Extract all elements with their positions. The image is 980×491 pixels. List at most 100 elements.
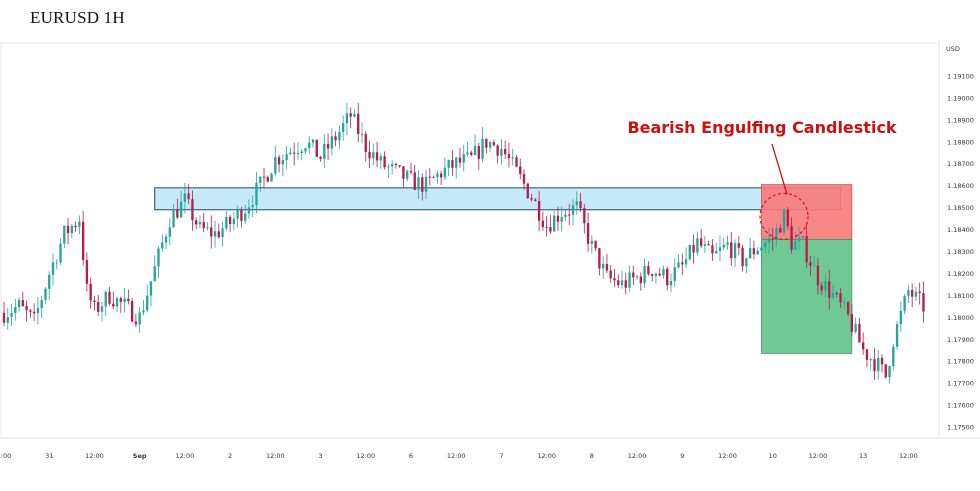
candle-bearish xyxy=(112,303,115,307)
candle-bullish xyxy=(560,216,563,222)
candle-bearish xyxy=(66,225,70,234)
x-tick-label: 12:00 xyxy=(85,452,104,460)
x-tick-label: 12:00 xyxy=(447,452,466,460)
candle-bearish xyxy=(394,163,398,166)
candle-bullish xyxy=(745,258,748,267)
candle-bearish xyxy=(846,302,850,315)
candle-bullish xyxy=(462,154,465,163)
candle-bullish xyxy=(70,225,73,234)
candle-bearish xyxy=(383,156,386,168)
candle-bearish xyxy=(315,139,318,157)
candle-bearish xyxy=(375,152,379,161)
candle-bearish xyxy=(432,176,435,178)
candle-bullish xyxy=(854,323,857,332)
candle-bearish xyxy=(873,359,876,372)
candle-bearish xyxy=(850,314,854,332)
candle-bearish xyxy=(266,177,269,182)
y-axis: USD 1.19100 1.19000 1.18900 1.18800 1.18700 1… xyxy=(946,45,974,432)
x-tick-label: 12:00 xyxy=(356,452,375,460)
candle-bearish xyxy=(108,291,111,304)
candle-bullish xyxy=(146,295,149,311)
candle-bullish xyxy=(296,153,300,155)
candle-bullish xyxy=(255,182,258,205)
candle-bullish xyxy=(285,154,288,160)
candle-bearish xyxy=(25,306,28,311)
candle-bearish xyxy=(470,152,473,155)
candle-bearish xyxy=(522,174,526,184)
candle-bearish xyxy=(187,193,190,200)
candle-bearish xyxy=(334,136,337,141)
candle-bullish xyxy=(443,167,447,178)
candle-bearish xyxy=(805,235,808,263)
candle-bearish xyxy=(74,225,77,227)
y-tick-label: 1.18000 xyxy=(947,314,974,322)
candle-bullish xyxy=(601,263,605,269)
y-tick-label: 1.18100 xyxy=(947,292,974,300)
candle-bearish xyxy=(730,242,733,259)
candle-bearish xyxy=(228,216,232,224)
y-tick-label: 1.17800 xyxy=(947,358,974,366)
candle-bullish xyxy=(17,300,21,308)
candle-bearish xyxy=(127,298,130,302)
candle-bullish xyxy=(330,136,334,149)
x-tick-label: 10 xyxy=(769,452,777,460)
x-tick-label: 12:00 xyxy=(176,452,195,460)
candle-bullish xyxy=(51,262,55,275)
candle-bearish xyxy=(862,342,865,350)
candle-bullish xyxy=(232,218,236,224)
candle-bearish xyxy=(594,240,597,249)
candle-bullish xyxy=(138,312,141,325)
candles xyxy=(2,103,925,384)
annotation-label: Bearish Engulfing Candlestick xyxy=(627,118,896,137)
candle-bearish xyxy=(922,293,925,312)
candle-bearish xyxy=(609,270,612,279)
candle-bullish xyxy=(172,209,175,228)
candle-bullish xyxy=(379,156,382,161)
y-tick-label: 1.17700 xyxy=(947,380,974,388)
candle-bearish xyxy=(515,157,518,167)
candle-bullish xyxy=(123,298,126,302)
candle-bullish xyxy=(270,173,273,182)
candle-bearish xyxy=(29,310,32,312)
candle-bullish xyxy=(341,123,345,132)
candle-bullish xyxy=(387,166,390,168)
candle-bearish xyxy=(613,278,616,281)
candle-bearish xyxy=(752,248,756,255)
candle-bearish xyxy=(534,199,537,201)
candle-bullish xyxy=(877,357,880,372)
candle-bearish xyxy=(32,311,36,314)
candle-bullish xyxy=(722,244,725,248)
candle-bearish xyxy=(413,172,416,190)
candle-bearish xyxy=(85,260,89,284)
candle-bullish xyxy=(247,207,251,214)
candle-bullish xyxy=(198,221,202,225)
candle-bullish xyxy=(684,259,688,265)
candle-bullish xyxy=(888,366,891,378)
candle-bullish xyxy=(244,213,247,221)
candle-bullish xyxy=(289,152,292,155)
y-tick-label: 1.17600 xyxy=(947,402,974,410)
candle-bearish xyxy=(624,280,627,288)
candle-bullish xyxy=(473,146,477,155)
candle-bearish xyxy=(639,276,643,284)
candle-bearish xyxy=(349,113,352,117)
candle-bullish xyxy=(40,300,43,309)
candle-bullish xyxy=(718,247,722,251)
candle-bearish xyxy=(368,151,371,159)
candle-bullish xyxy=(417,177,420,190)
x-tick-label: 12:00 xyxy=(809,452,828,460)
candle-bullish xyxy=(48,274,51,289)
x-tick-label: 13 xyxy=(859,452,867,460)
candle-bearish xyxy=(880,357,884,365)
candle-bearish xyxy=(786,209,789,227)
y-tick-label: 1.18800 xyxy=(947,138,974,146)
candle-bullish xyxy=(635,276,639,278)
candle-bearish xyxy=(428,176,431,178)
candle-bearish xyxy=(496,145,499,156)
candle-bullish xyxy=(782,209,786,233)
candle-bullish xyxy=(466,152,469,155)
candle-bullish xyxy=(481,138,484,159)
candle-bearish xyxy=(292,152,296,154)
candle-bearish xyxy=(707,244,710,246)
candlestick-chart[interactable]: USD 1.19100 1.19000 1.18900 1.18800 1.18700 1… xyxy=(0,40,980,486)
